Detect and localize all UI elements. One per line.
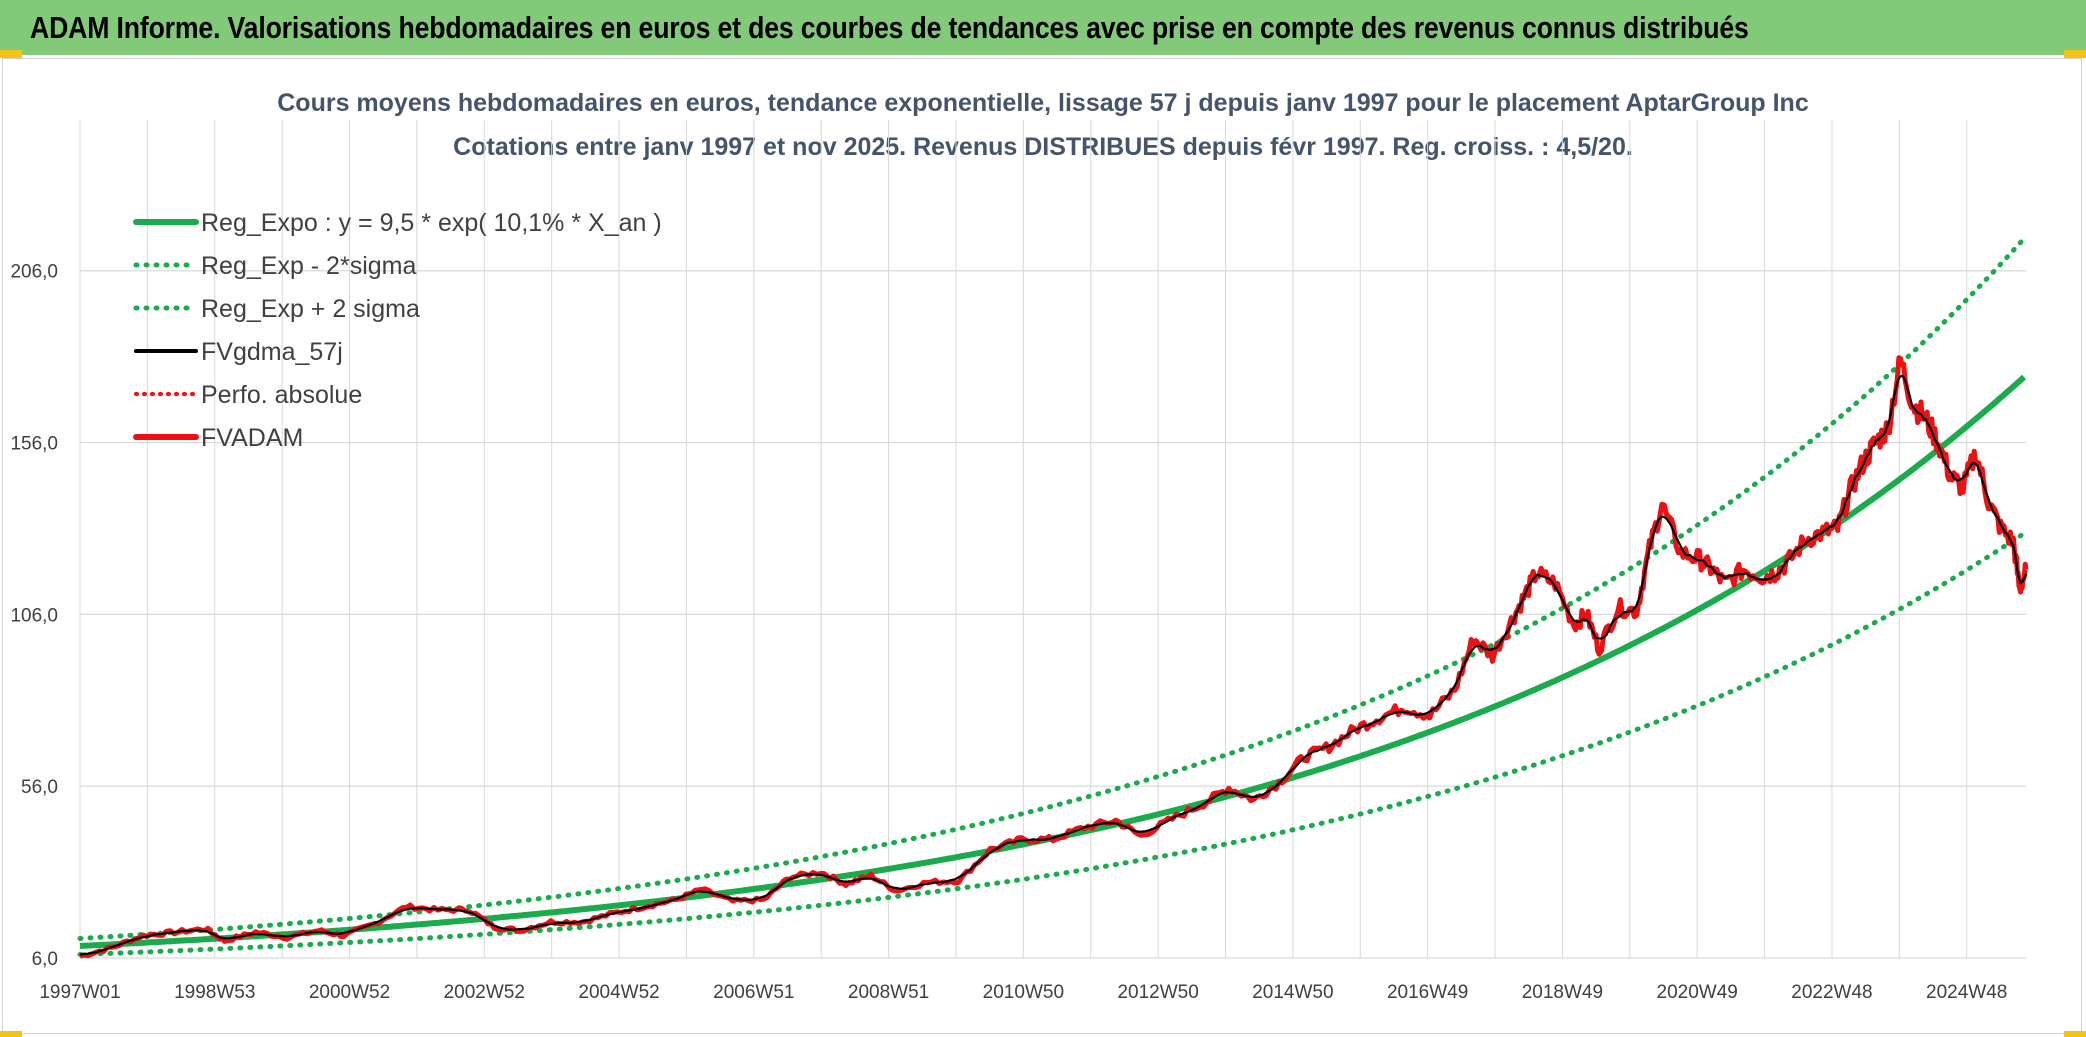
- x-tick-label: 2022W48: [1791, 982, 1872, 1003]
- y-tick-label: 106,0: [10, 605, 58, 626]
- horizontal-gridlines: [80, 270, 2026, 959]
- legend-label: FVADAM: [201, 424, 303, 452]
- header-bar: ADAM Informe. Valorisations hebdomadaire…: [0, 0, 2086, 55]
- corner-marker-top-left: [0, 50, 22, 58]
- chart-title-line-1: Cours moyens hebdomadaires en euros, ten…: [277, 89, 1809, 117]
- chart-series: [77, 236, 2029, 959]
- page-title: ADAM Informe. Valorisations hebdomadaire…: [30, 10, 1749, 45]
- y-tick-label: 156,0: [10, 434, 58, 455]
- corner-marker-bottom-left: [0, 1031, 22, 1037]
- vertical-gridlines: [79, 120, 1968, 958]
- series-reg-exp-minus-2sigma: [77, 531, 2027, 957]
- corner-marker-bottom-right: [2064, 1031, 2086, 1037]
- x-tick-label: 2016W49: [1387, 982, 1468, 1003]
- x-axis-ticks: 1997W01 1998W53 2000W52 2002W52 2004W52 2006W…: [39, 982, 2007, 1003]
- x-tick-label: 2024W48: [1926, 982, 2007, 1003]
- chart-title-line-2: Cotations entre janv 1997 et nov 2025. R…: [453, 133, 1633, 161]
- series-fvadam: [79, 355, 2029, 959]
- y-axis-ticks: 6,0 56,0 106,0 156,0 206,0: [10, 262, 58, 970]
- x-tick-label: 2018W49: [1522, 982, 1603, 1003]
- series-perfo-absolue: [79, 356, 2027, 958]
- legend-label: Perfo. absolue: [201, 381, 362, 409]
- series-reg-expo: [79, 374, 2027, 949]
- x-tick-label: 2000W52: [309, 982, 390, 1003]
- legend-label: Reg_Expo : y = 9,5 * exp( 10,1% * X_an ): [201, 209, 662, 237]
- x-tick-label: 2008W51: [848, 982, 929, 1003]
- x-tick-label: 1998W53: [174, 982, 255, 1003]
- x-tick-label: 2012W50: [1117, 982, 1198, 1003]
- series-fvgdma-57j: [79, 374, 2028, 956]
- legend-label: FVgdma_57j: [201, 338, 343, 366]
- series-reg-exp-plus-2sigma: [77, 236, 2027, 941]
- x-tick-label: 2004W52: [578, 982, 659, 1003]
- legend-label: Reg_Exp + 2 sigma: [201, 295, 420, 323]
- x-tick-label: 1997W01: [39, 982, 120, 1003]
- chart-legend: Reg_Expo : y = 9,5 * exp( 10,1% * X_an )…: [133, 209, 662, 452]
- x-tick-label: 2014W50: [1252, 982, 1333, 1003]
- corner-marker-top-right: [2064, 50, 2086, 58]
- chart-area-border: [2, 58, 2082, 1034]
- y-tick-label: 206,0: [10, 262, 58, 283]
- y-tick-label: 6,0: [32, 949, 58, 970]
- x-tick-label: 2010W50: [983, 982, 1064, 1003]
- x-tick-label: 2002W52: [444, 982, 525, 1003]
- x-tick-label: 2020W49: [1657, 982, 1738, 1003]
- x-tick-label: 2006W51: [713, 982, 794, 1003]
- legend-label: Reg_Exp - 2*sigma: [201, 252, 416, 280]
- y-tick-label: 56,0: [21, 777, 58, 798]
